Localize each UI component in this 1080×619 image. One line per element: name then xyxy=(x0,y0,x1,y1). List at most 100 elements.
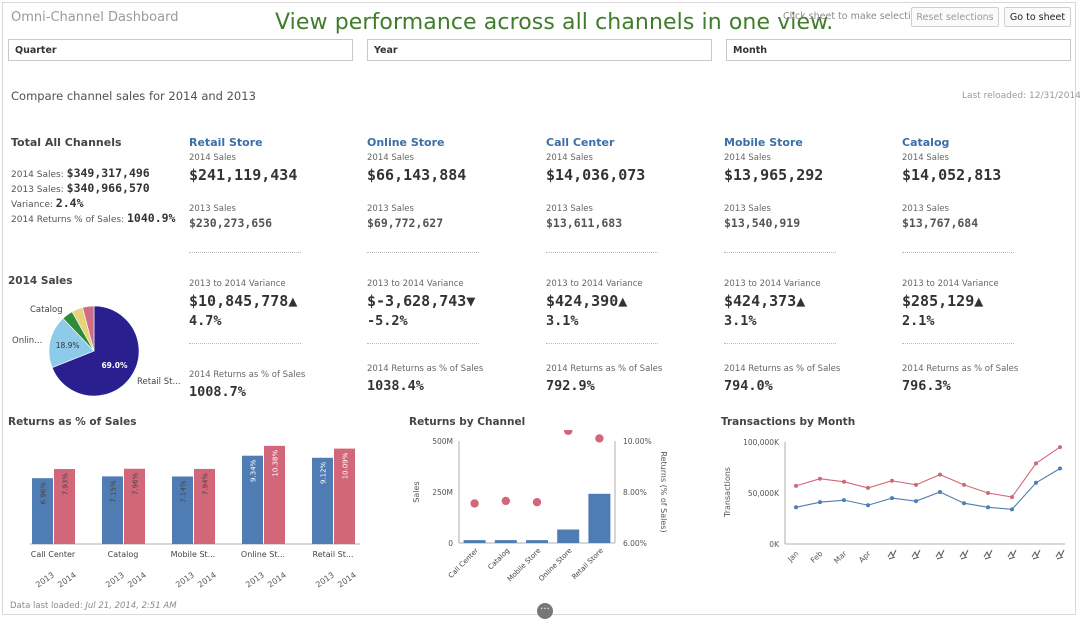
variance-pct-mobile-store: 3.1% xyxy=(724,313,757,329)
pie-slice-label: 18.9% xyxy=(56,341,80,350)
category-tick-label: Retail Store xyxy=(571,547,605,581)
bar[interactable] xyxy=(102,476,123,544)
pie-slice[interactable] xyxy=(51,305,140,397)
series-point[interactable] xyxy=(890,496,894,501)
more-options-handle[interactable]: ··· xyxy=(537,603,553,619)
variance-amount: $424,373 xyxy=(724,292,797,310)
bar[interactable] xyxy=(124,468,145,544)
series-line[interactable] xyxy=(795,446,1061,498)
total-channels-title: Total All Channels xyxy=(11,136,122,149)
series-point[interactable] xyxy=(1010,495,1014,500)
sales-2014-value-call-center: $14,036,073 xyxy=(546,166,646,184)
bar[interactable] xyxy=(463,540,486,543)
sales-2014-label: 2014 Sales xyxy=(902,153,949,163)
go-to-sheet-button[interactable]: Go to sheet xyxy=(1004,7,1071,27)
transactions-line-chart[interactable]: 100,000K 50,000K 0K Transactions Jan Feb Mar Ap… xyxy=(715,430,1075,595)
series-point[interactable] xyxy=(842,498,846,503)
channel-name-retail-store[interactable]: Retail Store xyxy=(189,136,263,149)
y2-tick-label: 8.00% xyxy=(623,488,647,497)
series-point[interactable] xyxy=(890,478,894,483)
returns-point[interactable] xyxy=(470,499,479,508)
returns-point[interactable] xyxy=(595,434,604,443)
bar[interactable] xyxy=(172,476,193,544)
series-point[interactable] xyxy=(1058,466,1062,471)
y-tick-label: 100,000K xyxy=(743,438,780,447)
sales-2014-value-online-store: $66,143,884 xyxy=(367,166,467,184)
app-title: Omni-Channel Dashboard xyxy=(11,10,179,25)
variance-pct-retail-store: 4.7% xyxy=(189,313,222,329)
trend-arrow-icon: ▲ xyxy=(618,292,628,310)
series-point[interactable] xyxy=(938,472,942,477)
bar[interactable] xyxy=(557,529,580,543)
channel-name-catalog[interactable]: Catalog xyxy=(902,136,950,149)
bar-value-label: 7.14% xyxy=(180,480,188,503)
filter-year[interactable]: Year xyxy=(367,39,712,61)
bar-value-label: 7.94% xyxy=(202,473,210,496)
series-point[interactable] xyxy=(914,499,918,504)
channel-name-online-store[interactable]: Online Store xyxy=(367,136,445,149)
bar[interactable] xyxy=(194,468,215,544)
y2-tick-label: 10.00% xyxy=(623,437,652,446)
series-point[interactable] xyxy=(1034,461,1038,466)
bar[interactable] xyxy=(264,445,285,544)
sales-2014-value-catalog: $14,052,813 xyxy=(902,166,1002,184)
year-tick-label: 2014 xyxy=(266,570,288,589)
sales-2014-value-mobile-store: $13,965,292 xyxy=(724,166,824,184)
bar-value-label: 9.12% xyxy=(320,461,328,484)
year-tick-label: 2013 xyxy=(104,570,126,589)
series-point[interactable] xyxy=(962,482,966,487)
returns-label: 2014 Returns as % of Sales xyxy=(724,364,841,374)
series-point[interactable] xyxy=(794,505,798,510)
trend-arrow-icon: ▲ xyxy=(796,292,806,310)
channel-name-call-center[interactable]: Call Center xyxy=(546,136,615,149)
bar[interactable] xyxy=(54,469,75,544)
series-point[interactable] xyxy=(794,483,798,488)
bar[interactable] xyxy=(312,457,333,544)
pie-slice[interactable] xyxy=(48,317,95,368)
series-point[interactable] xyxy=(866,485,870,490)
series-point[interactable] xyxy=(818,476,822,481)
sales-pie-chart[interactable]: 69.0% 18.9% Retail St... Onlin... Catalog xyxy=(0,290,190,400)
series-point[interactable] xyxy=(986,491,990,495)
returns-point[interactable] xyxy=(532,498,542,507)
series-line[interactable] xyxy=(795,468,1061,510)
sales-2013-value-catalog: $13,767,684 xyxy=(902,216,979,230)
reset-selections-button[interactable]: Reset selections xyxy=(911,7,999,27)
y-axis-label: Sales xyxy=(412,481,421,502)
series-point[interactable] xyxy=(1034,480,1038,485)
filter-quarter[interactable]: Quarter xyxy=(8,39,353,61)
returns-point[interactable] xyxy=(501,496,510,506)
returns-point[interactable] xyxy=(564,430,573,435)
series-point[interactable] xyxy=(938,489,942,494)
bar[interactable] xyxy=(494,540,517,543)
series-point[interactable] xyxy=(1010,507,1014,512)
series-point[interactable] xyxy=(914,482,918,487)
filter-month[interactable]: Month xyxy=(726,39,1071,61)
bar[interactable] xyxy=(526,540,548,543)
bar[interactable] xyxy=(334,448,355,544)
trend-arrow-icon: ▲ xyxy=(288,292,298,310)
y2-tick-label: 6.00% xyxy=(623,539,647,548)
series-point[interactable] xyxy=(962,501,966,506)
sales-2014-label: 2014 Sales xyxy=(367,153,414,163)
year-tick-label: 2013 xyxy=(314,570,336,589)
bar[interactable] xyxy=(32,478,53,544)
channel-name-mobile-store[interactable]: Mobile Store xyxy=(724,136,803,149)
separator xyxy=(724,343,836,344)
series-point[interactable] xyxy=(866,503,870,508)
returns-by-channel-chart[interactable]: 500M 250M 0 10.00% 8.00% 6.00% Sales Returns (%… xyxy=(405,430,680,590)
total-returns: 2014 Returns % of Sales: 1040.9% xyxy=(11,211,175,225)
separator xyxy=(902,252,1014,253)
returns-pct-bar-chart[interactable]: 6.96% 2013 7.93% 2014 Call Center 7.15% 2013 7.… xyxy=(0,430,370,590)
series-point[interactable] xyxy=(842,479,846,484)
pie-slice[interactable] xyxy=(82,305,95,352)
total-sales-2013: 2013 Sales: $340,966,570 xyxy=(11,181,150,195)
series-point[interactable] xyxy=(1058,445,1062,450)
data-last-loaded-label: Data last loaded: xyxy=(10,601,83,611)
month-tick-label: Mar xyxy=(832,548,849,565)
series-point[interactable] xyxy=(986,505,990,510)
bar[interactable] xyxy=(242,455,263,544)
series-point[interactable] xyxy=(818,500,822,505)
category-tick-label: Call Center xyxy=(31,550,76,559)
bar[interactable] xyxy=(588,493,611,543)
